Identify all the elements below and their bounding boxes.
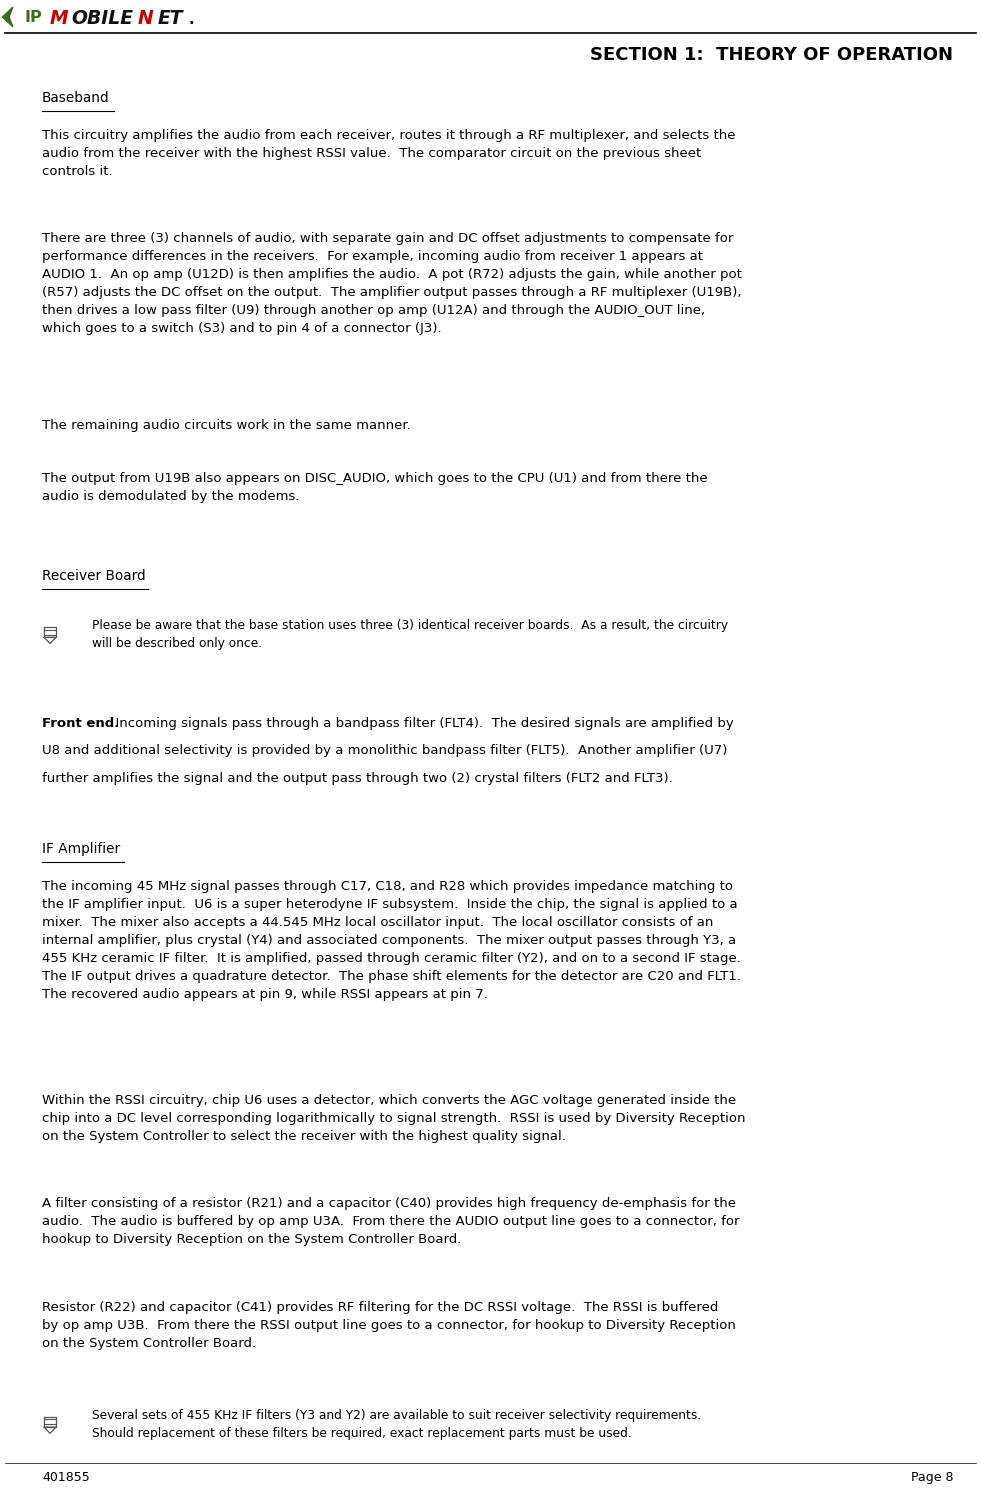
Text: Please be aware that the base station uses three (3) identical receiver boards. : Please be aware that the base station us… — [92, 618, 728, 650]
Text: Page 8: Page 8 — [910, 1471, 953, 1484]
Text: The output from U19B also appears on DISC_AUDIO, which goes to the CPU (U1) and : The output from U19B also appears on DIS… — [42, 471, 707, 503]
Text: The incoming 45 MHz signal passes through C17, C18, and R28 which provides imped: The incoming 45 MHz signal passes throug… — [42, 880, 741, 1001]
Text: SECTION 1:  THEORY OF OPERATION: SECTION 1: THEORY OF OPERATION — [590, 47, 953, 65]
Text: further amplifies the signal and the output pass through two (2) crystal filters: further amplifies the signal and the out… — [42, 772, 673, 785]
Text: 401855: 401855 — [42, 1471, 89, 1484]
Polygon shape — [3, 8, 13, 27]
Text: Baseband: Baseband — [42, 92, 110, 105]
Text: Receiver Board: Receiver Board — [42, 569, 145, 582]
Text: .: . — [188, 12, 193, 27]
Text: Incoming signals pass through a bandpass filter (FLT4).  The desired signals are: Incoming signals pass through a bandpass… — [107, 716, 734, 729]
Text: N: N — [138, 9, 154, 29]
Text: The remaining audio circuits work in the same manner.: The remaining audio circuits work in the… — [42, 419, 411, 432]
Text: Resistor (R22) and capacitor (C41) provides RF filtering for the DC RSSI voltage: Resistor (R22) and capacitor (C41) provi… — [42, 1300, 736, 1349]
Text: OBILE: OBILE — [71, 9, 133, 29]
Text: M: M — [50, 9, 69, 29]
Text: ET: ET — [158, 9, 183, 29]
Text: There are three (3) channels of audio, with separate gain and DC offset adjustme: There are three (3) channels of audio, w… — [42, 233, 742, 335]
Text: IP: IP — [24, 9, 42, 24]
Text: This circuitry amplifies the audio from each receiver, routes it through a RF mu: This circuitry amplifies the audio from … — [42, 129, 736, 179]
Text: IF Amplifier: IF Amplifier — [42, 842, 120, 856]
Text: U8 and additional selectivity is provided by a monolithic bandpass filter (FLT5): U8 and additional selectivity is provide… — [42, 744, 727, 757]
Text: Several sets of 455 KHz IF filters (Y3 and Y2) are available to suit receiver se: Several sets of 455 KHz IF filters (Y3 a… — [92, 1409, 701, 1439]
Text: Front end.: Front end. — [42, 716, 120, 729]
Text: Within the RSSI circuitry, chip U6 uses a detector, which converts the AGC volta: Within the RSSI circuitry, chip U6 uses … — [42, 1094, 746, 1142]
Text: A filter consisting of a resistor (R21) and a capacitor (C40) provides high freq: A filter consisting of a resistor (R21) … — [42, 1198, 740, 1246]
